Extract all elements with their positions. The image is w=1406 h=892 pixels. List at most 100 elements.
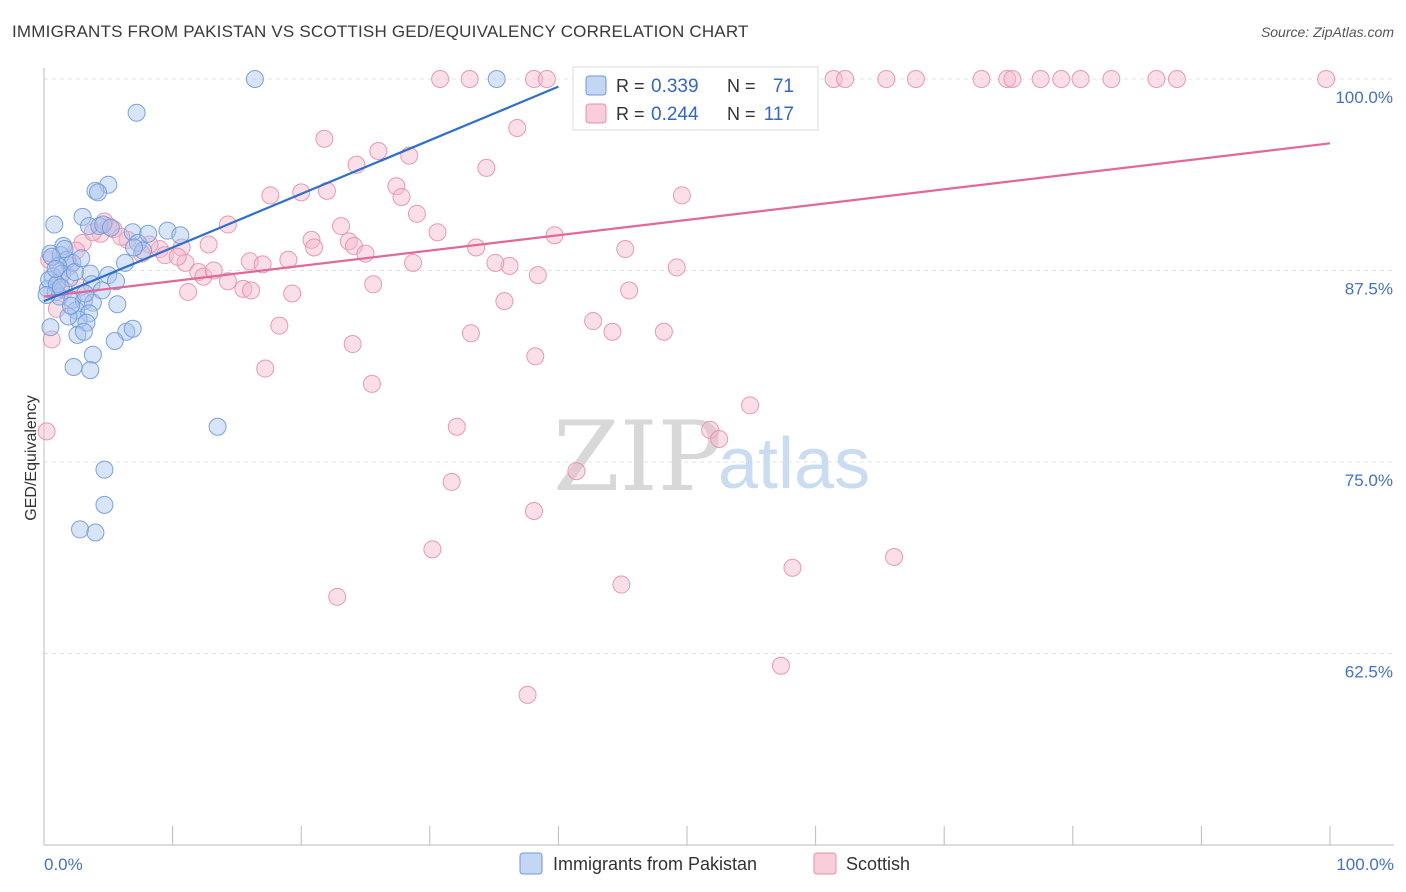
grid-lines xyxy=(44,78,1394,654)
pakistan-point xyxy=(71,520,90,539)
scottish-point xyxy=(508,119,527,138)
y-tick-label: 62.5% xyxy=(1345,663,1393,682)
bottom-legend: Immigrants from Pakistan Scottish xyxy=(519,852,910,875)
pakistan-point xyxy=(95,495,114,514)
pakistan-point xyxy=(208,417,227,436)
scottish-point xyxy=(528,266,547,285)
legend-swatch-pakistan xyxy=(585,75,607,96)
bottom-legend-label-scottish: Scottish xyxy=(846,854,910,874)
scottish-point xyxy=(1102,70,1121,88)
watermark: ZIP atlas xyxy=(553,401,870,513)
scottish-point xyxy=(112,227,131,246)
scottish-point xyxy=(584,312,603,331)
bottom-legend-swatch-scottish xyxy=(813,852,837,875)
scottish-point xyxy=(771,656,790,675)
scottish-point xyxy=(836,70,855,88)
scottish-point xyxy=(261,186,280,205)
y-tick-label: 75.0% xyxy=(1345,471,1393,490)
pakistan-point xyxy=(80,217,99,236)
y-axis-title: GED/Equivalency xyxy=(23,395,40,520)
scottish-point xyxy=(218,272,237,291)
scottish-point xyxy=(305,238,324,257)
pakistan-point xyxy=(125,238,144,257)
scottish-point xyxy=(461,324,480,343)
scottish-point xyxy=(1003,70,1022,88)
scottish-point xyxy=(362,374,381,393)
pakistan-point xyxy=(83,345,102,364)
pakistan-point xyxy=(45,215,64,234)
pakistan-point xyxy=(89,183,108,202)
scottish-point xyxy=(654,322,673,341)
pakistan-point xyxy=(73,207,92,226)
scottish-point xyxy=(741,396,760,415)
legend-n-label-scottish: N = xyxy=(727,104,756,124)
scottish-point xyxy=(407,204,426,223)
scottish-point xyxy=(179,282,198,301)
scottish-point xyxy=(392,187,411,206)
legend-n-value-scottish: 117 xyxy=(764,104,794,125)
legend-n-label-pakistan: N = xyxy=(727,76,756,96)
scottish-point xyxy=(199,235,218,254)
y-tick-labels: 62.5% 75.0% 87.5% 100.0% xyxy=(1335,88,1393,682)
scottish-point xyxy=(612,575,631,594)
scottish-point xyxy=(1052,70,1071,88)
scottish-point xyxy=(616,240,635,259)
legend-n-value-pakistan: 71 xyxy=(773,76,794,97)
scottish-point xyxy=(524,70,543,88)
watermark-atlas: atlas xyxy=(718,424,870,504)
scottish-point xyxy=(404,253,423,272)
scottish-point xyxy=(270,316,289,335)
pakistan-point xyxy=(123,223,142,242)
legend-swatch-scottish xyxy=(585,103,607,124)
scottish-point xyxy=(343,335,362,354)
scottish-point xyxy=(620,281,639,300)
scottish-point xyxy=(972,70,991,88)
pakistan-point xyxy=(245,70,264,88)
scottish-point xyxy=(667,258,686,277)
scottish-point xyxy=(537,70,556,88)
scottish-point xyxy=(603,322,622,341)
y-tick-label: 100.0% xyxy=(1335,88,1393,107)
scottish-point xyxy=(242,281,261,300)
scottish-point xyxy=(40,250,59,269)
pakistan-point xyxy=(81,361,100,380)
pakistan-point xyxy=(127,103,146,122)
watermark-zip: ZIP xyxy=(553,401,722,513)
scottish-point xyxy=(906,70,925,88)
scottish-point xyxy=(460,70,479,88)
scottish-point xyxy=(315,129,334,148)
scottish-point xyxy=(256,359,275,378)
scottish-point xyxy=(1167,70,1186,88)
scottish-point xyxy=(369,142,388,161)
scottish-point xyxy=(431,70,450,88)
scottish-point xyxy=(428,223,447,242)
scottish-point xyxy=(701,420,720,439)
pakistan-points xyxy=(37,70,506,542)
scottish-point xyxy=(423,540,442,559)
x-ticks xyxy=(43,826,1331,845)
scottish-point xyxy=(467,238,486,257)
pakistan-point xyxy=(74,322,93,341)
scottish-point xyxy=(253,255,272,274)
pakistan-point xyxy=(86,523,105,542)
scottish-point xyxy=(526,347,545,366)
y-tick-label: 87.5% xyxy=(1345,280,1393,299)
scottish-point xyxy=(168,247,187,266)
scottish-point xyxy=(783,558,802,577)
scottish-point xyxy=(332,217,351,236)
scottish-point xyxy=(328,587,347,606)
scottish-point xyxy=(1031,70,1050,88)
scottish-point xyxy=(885,547,904,566)
chart-source: Source: ZipAtlas.com xyxy=(1260,24,1394,40)
scottish-point xyxy=(387,177,406,196)
scottish-point xyxy=(1071,70,1090,88)
scottish-point xyxy=(486,253,505,272)
pakistan-point xyxy=(46,259,65,278)
scottish-point xyxy=(567,462,586,481)
scottish-point xyxy=(877,70,896,88)
legend-r-value-scottish: 0.244 xyxy=(651,104,699,125)
legend-r-label-pakistan: R = xyxy=(616,76,645,96)
pakistan-point xyxy=(105,331,124,350)
legend-r-label-scottish: R = xyxy=(616,104,645,124)
